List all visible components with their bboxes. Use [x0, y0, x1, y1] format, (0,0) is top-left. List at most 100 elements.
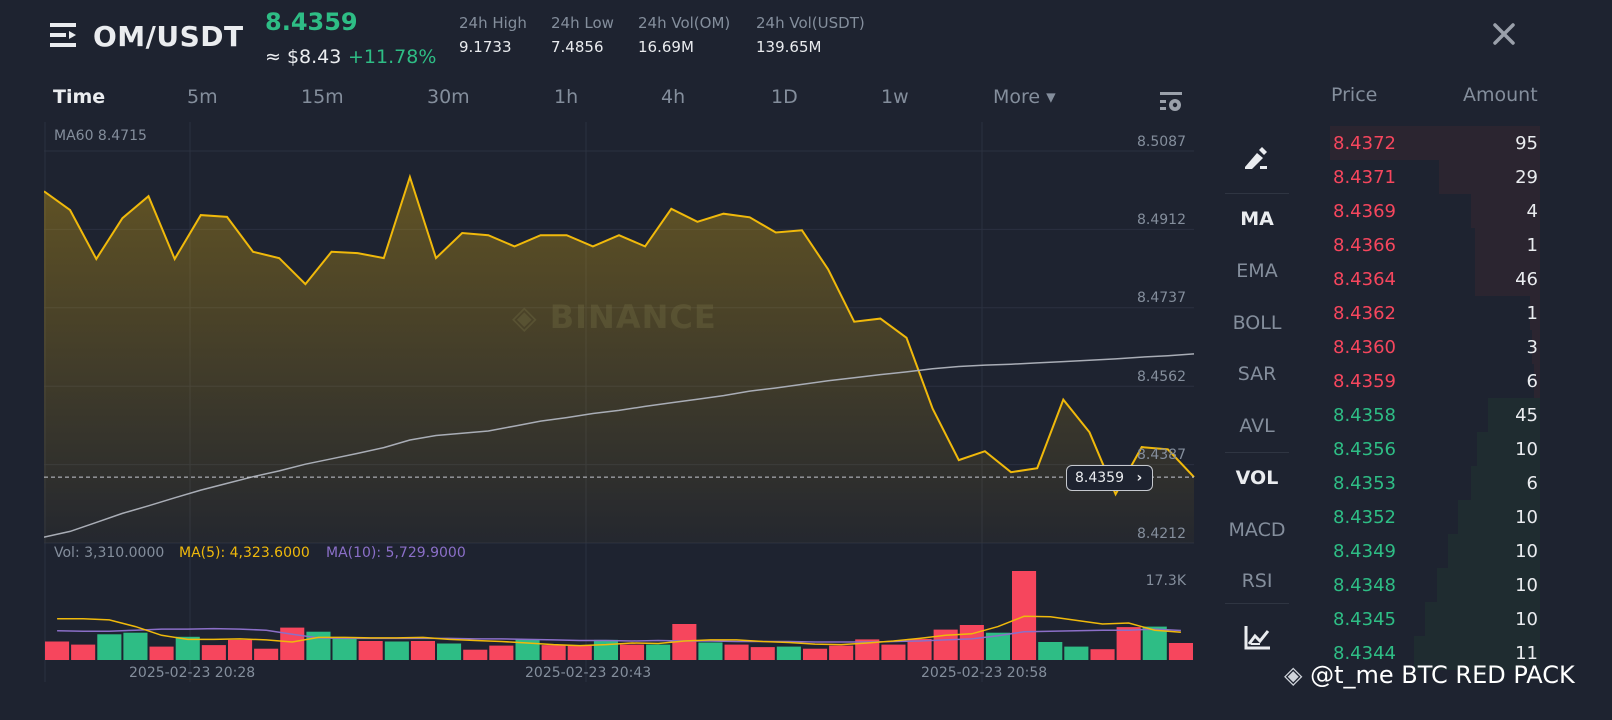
stat-value: 16.69M — [638, 38, 694, 56]
indicator-sar[interactable]: SAR — [1237, 363, 1277, 385]
orderbook-ask-row[interactable]: 8.4369 4 — [1330, 194, 1540, 228]
close-icon[interactable] — [1490, 20, 1518, 48]
orderbook-price: 8.4364 — [1333, 269, 1396, 290]
orderbook-bid-row[interactable]: 8.4344 11 — [1330, 636, 1540, 670]
orderbook-bid-row[interactable]: 8.4352 10 — [1330, 500, 1540, 534]
change-percent: +11.78% — [348, 46, 437, 68]
orderbook-price: 8.4362 — [1333, 303, 1396, 324]
orderbook-bid-row[interactable]: 8.4349 10 — [1330, 534, 1540, 568]
orderbook-ask-row[interactable]: 8.4360 3 — [1330, 330, 1540, 364]
orderbook-ask-row[interactable]: 8.4362 1 — [1330, 296, 1540, 330]
trading-pair-title[interactable]: OM/USDT — [93, 20, 244, 53]
stat-label: 24h Vol(USDT) — [756, 14, 865, 32]
depth-bar — [1474, 228, 1540, 262]
orderbook-bid-row[interactable]: 8.4353 6 — [1330, 466, 1540, 500]
orderbook-ask-row[interactable]: 8.4359 6 — [1330, 364, 1540, 398]
depth-bar — [1474, 262, 1540, 296]
volume-legend-ma10: MA(10): 5,729.9000 — [326, 545, 466, 561]
tab-15m[interactable]: 15m — [301, 86, 344, 108]
orderbook-ask-row[interactable]: 8.4366 1 — [1330, 228, 1540, 262]
stat-value: 7.4856 — [551, 38, 604, 56]
indicator-boll[interactable]: BOLL — [1232, 312, 1282, 334]
indicator-macd[interactable]: MACD — [1228, 519, 1286, 541]
divider — [1225, 603, 1289, 604]
orderbook-price: 8.4352 — [1333, 507, 1396, 528]
tab-time[interactable]: Time — [53, 86, 106, 108]
menu-icon[interactable] — [50, 22, 80, 50]
stat-label: 24h Low — [551, 14, 614, 32]
current-price-value: 8.4359 — [1075, 470, 1124, 486]
orderbook-ask-row[interactable]: 8.4371 29 — [1330, 160, 1540, 194]
depth-bar — [1470, 466, 1540, 500]
draw-pencil-icon[interactable] — [1243, 145, 1273, 173]
indicator-vol[interactable]: VOL — [1235, 467, 1279, 489]
depth-bar — [1458, 500, 1540, 534]
orderbook-price: 8.4360 — [1333, 337, 1396, 358]
tab-1w[interactable]: 1w — [881, 86, 909, 108]
orderbook-price-header: Price — [1331, 84, 1378, 106]
orderbook-bid-row[interactable]: 8.4345 10 — [1330, 602, 1540, 636]
indicator-avl[interactable]: AVL — [1239, 415, 1275, 437]
tab-30m[interactable]: 30m — [427, 86, 470, 108]
orderbook-ask-row[interactable]: 8.4372 95 — [1330, 126, 1540, 160]
indicator-ema[interactable]: EMA — [1236, 260, 1278, 282]
depth-bar — [1437, 568, 1540, 602]
stat-value: 139.65M — [756, 38, 822, 56]
tab-more-dropdown[interactable]: More ▾ — [993, 86, 1056, 108]
depth-bar — [1531, 330, 1540, 364]
timeframe-tabs: Time 5m 15m 30m 1h 4h 1D 1w More ▾ — [0, 86, 1200, 118]
orderbook-price: 8.4345 — [1333, 609, 1396, 630]
tab-5m[interactable]: 5m — [187, 86, 218, 108]
last-price: 8.4359 — [265, 8, 358, 36]
binance-diamond-icon: ◈ — [1284, 661, 1303, 689]
indicator-rsi[interactable]: RSI — [1241, 570, 1273, 592]
orderbook-price: 8.4359 — [1333, 371, 1396, 392]
orderbook-price: 8.4366 — [1333, 235, 1396, 256]
orderbook-amount: 3 — [1526, 337, 1538, 358]
depth-bar — [1487, 398, 1540, 432]
stat-24h-low: 24h Low 7.4856 — [551, 14, 614, 56]
orderbook-ask-row[interactable]: 8.4364 46 — [1330, 262, 1540, 296]
stat-24h-high: 24h High 9.1733 — [459, 14, 527, 56]
orderbook-price: 8.4371 — [1333, 167, 1396, 188]
orderbook-price: 8.4348 — [1333, 575, 1396, 596]
orderbook-price: 8.4372 — [1333, 133, 1396, 154]
depth-bar — [1470, 194, 1540, 228]
price-chart[interactable] — [43, 122, 1196, 682]
orderbook-bid-row[interactable]: 8.4348 10 — [1330, 568, 1540, 602]
orderbook-bid-row[interactable]: 8.4356 10 — [1330, 432, 1540, 466]
depth-bar — [1330, 126, 1540, 160]
y-tick: 8.5087 — [1137, 134, 1186, 150]
y-tick: 8.4912 — [1137, 212, 1186, 228]
chart-settings-icon[interactable] — [1158, 90, 1184, 114]
depth-bar — [1533, 364, 1540, 398]
divider — [1225, 193, 1289, 194]
tab-1h[interactable]: 1h — [554, 86, 579, 108]
depth-bar — [1529, 296, 1540, 330]
y-tick: 8.4212 — [1137, 526, 1186, 542]
tab-4h[interactable]: 4h — [661, 86, 686, 108]
orderbook-amount: 10 — [1515, 575, 1538, 596]
tab-1d[interactable]: 1D — [771, 86, 798, 108]
chart-type-icon[interactable] — [1243, 624, 1273, 652]
x-tick: 2025-02-23 20:43 — [525, 665, 652, 681]
stat-24h-vol-usdt: 24h Vol(USDT) 139.65M — [756, 14, 865, 56]
stat-label: 24h High — [459, 14, 527, 32]
y-axis: 8.5087 8.4912 8.4737 8.4562 8.4387 8.421… — [1130, 122, 1186, 682]
orderbook-price: 8.4369 — [1333, 201, 1396, 222]
x-tick: 2025-02-23 20:28 — [129, 665, 256, 681]
depth-bar — [1439, 160, 1540, 194]
orderbook-price: 8.4358 — [1333, 405, 1396, 426]
orderbook-amount: 45 — [1515, 405, 1538, 426]
stat-24h-vol-om: 24h Vol(OM) 16.69M — [638, 14, 730, 56]
depth-bar — [1414, 636, 1540, 670]
orderbook-bid-row[interactable]: 8.4358 45 — [1330, 398, 1540, 432]
orderbook-amount: 6 — [1526, 473, 1538, 494]
x-tick: 2025-02-23 20:58 — [921, 665, 1048, 681]
y-tick: 8.4562 — [1137, 369, 1186, 385]
chevron-right-icon: › — [1136, 470, 1143, 486]
orderbook-amount: 10 — [1515, 541, 1538, 562]
ma60-legend: MA60 8.4715 — [54, 128, 147, 144]
indicator-ma[interactable]: MA — [1240, 208, 1274, 230]
current-price-tag[interactable]: 8.4359 › — [1066, 465, 1154, 491]
